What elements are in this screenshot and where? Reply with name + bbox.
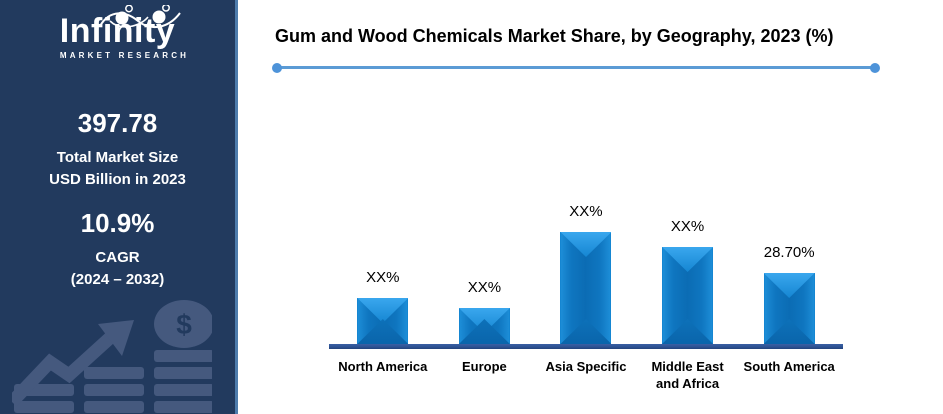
bar-value-label: XX% bbox=[569, 203, 603, 220]
x-axis-line bbox=[329, 344, 843, 349]
market-size-label-line1: Total Market Size bbox=[56, 149, 179, 166]
category-label-middle-east-africa: Middle East and Africa bbox=[651, 359, 724, 391]
bar-column-europe: XX% bbox=[434, 279, 536, 344]
bar-value-label: 28.70% bbox=[763, 244, 815, 261]
category-label-south-america: South America bbox=[743, 359, 835, 374]
category-axis-labels: North America Europe Asia Specific Middl… bbox=[332, 359, 840, 393]
bar-value-label: XX% bbox=[467, 279, 502, 296]
chart-panel: Gum and Wood Chemicals Market Share, by … bbox=[238, 0, 943, 414]
cagr-stat: 10.9% CAGR (2024 – 2032) bbox=[0, 208, 235, 291]
cagr-period: (2024 – 2032) bbox=[70, 270, 165, 288]
bar-column-asia-specific: XX% bbox=[535, 203, 637, 344]
title-underline bbox=[272, 62, 880, 73]
brand-logo: Infinity MARKET RESEARCH bbox=[0, 5, 235, 60]
category-label-north-america: North America bbox=[338, 359, 428, 374]
svg-text:$: $ bbox=[176, 309, 192, 340]
market-size-label: Total Market Size USD Billion in 2023 bbox=[0, 147, 235, 191]
bar-asia-specific bbox=[560, 232, 612, 344]
bar-column-south-america: 28.70% bbox=[738, 244, 840, 344]
brand-tagline: MARKET RESEARCH bbox=[59, 50, 190, 60]
cagr-value: 10.9% bbox=[80, 208, 155, 238]
coin-stack-middle bbox=[84, 367, 144, 413]
category-label-asia-specific: Asia Specific bbox=[545, 359, 627, 374]
bar-chart: XX% XX% XX% XX% 28.70% bbox=[332, 203, 840, 344]
bar-middle-east-africa bbox=[662, 247, 714, 344]
bar-north-america bbox=[357, 298, 409, 344]
growth-arrow-icon bbox=[12, 320, 134, 407]
infinity-loop-icon bbox=[99, 5, 181, 29]
market-size-stat: 397.78 Total Market Size USD Billion in … bbox=[0, 108, 235, 191]
category-label-europe: Europe bbox=[461, 359, 507, 374]
growth-chart-graphic: $ bbox=[12, 300, 212, 413]
bar-value-label: XX% bbox=[670, 218, 705, 235]
bar-europe bbox=[458, 308, 510, 344]
sidebar: Infinity MARKET RESEARCH 397.78 Total Ma… bbox=[0, 0, 238, 414]
bar-value-label: XX% bbox=[366, 269, 400, 286]
cagr-label-text: CAGR bbox=[95, 249, 140, 266]
coin-stack-right bbox=[154, 350, 212, 413]
dollar-coin-icon: $ bbox=[154, 300, 212, 348]
market-size-value: 397.78 bbox=[77, 108, 158, 138]
bar-column-north-america: XX% bbox=[332, 269, 434, 344]
market-size-label-line2: USD Billion in 2023 bbox=[49, 170, 186, 188]
bar-south-america bbox=[763, 273, 815, 344]
cagr-label: CAGR (2024 – 2032) bbox=[0, 247, 235, 291]
bar-column-middle-east-africa: XX% bbox=[637, 218, 739, 344]
chart-title: Gum and Wood Chemicals Market Share, by … bbox=[275, 26, 834, 46]
